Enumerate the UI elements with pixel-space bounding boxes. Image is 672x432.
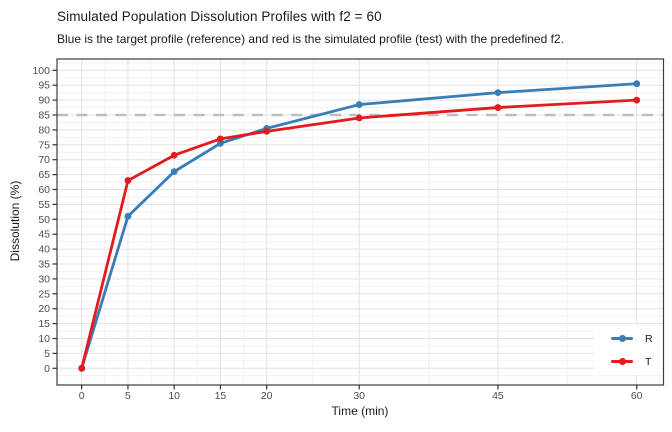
- y-tick-label: 25: [38, 288, 50, 300]
- y-tick-label: 35: [38, 259, 50, 271]
- y-axis-title: Dissolution (%): [8, 180, 22, 262]
- x-tick-label: 10: [168, 390, 180, 402]
- y-tick-label: 10: [38, 333, 50, 345]
- y-tick-label: 70: [38, 154, 50, 166]
- chart-subtitle: Blue is the target profile (reference) a…: [57, 32, 564, 46]
- y-tick-label: 85: [38, 110, 50, 122]
- x-tick-label: 0: [79, 390, 85, 402]
- y-tick-label: 75: [38, 139, 50, 151]
- series-points-t: [78, 96, 641, 372]
- grid-minor: [57, 59, 664, 385]
- y-tick-label: 30: [38, 273, 50, 285]
- y-tick-label: 60: [38, 184, 50, 196]
- x-tick-label: 60: [631, 390, 643, 402]
- legend-label-t: T: [645, 355, 652, 368]
- chart-title: Simulated Population Dissolution Profile…: [57, 9, 382, 24]
- legend-key-r: [611, 335, 633, 342]
- data-point-r: [355, 101, 363, 108]
- y-tick-label: 15: [38, 318, 50, 330]
- y-tick-label: 80: [38, 124, 50, 136]
- data-point-t: [124, 177, 132, 184]
- y-tick-label: 5: [44, 348, 50, 360]
- data-point-t: [355, 114, 363, 122]
- data-point-t: [263, 127, 271, 135]
- y-tick-label: 45: [38, 229, 50, 241]
- y-tick-label: 40: [38, 244, 50, 256]
- x-axis-ticks: 0 5 10 15 20 30 45 60: [79, 385, 643, 402]
- grid-major: [57, 59, 664, 385]
- y-tick-label: 20: [38, 303, 50, 315]
- data-point-r: [170, 168, 178, 176]
- x-axis-title: Time (min): [331, 404, 389, 418]
- x-tick-label: 20: [261, 390, 273, 402]
- x-tick-label: 5: [125, 390, 131, 402]
- y-tick-label: 95: [38, 80, 50, 92]
- data-point-t: [78, 364, 86, 372]
- legend-point-icon-t: [618, 358, 626, 365]
- legend-key-t: [611, 358, 633, 365]
- data-point-r: [633, 80, 641, 88]
- data-point-r: [494, 89, 502, 97]
- y-axis-ticks: 0 5 10 15 20 25 30 35 40 45 50 55 60 65 70 75 80 85 90 95 10…: [32, 65, 57, 375]
- x-tick-label: 45: [492, 390, 504, 402]
- y-tick-label: 90: [38, 95, 50, 107]
- legend-item-r: R: [594, 327, 662, 350]
- y-tick-label: 50: [38, 214, 50, 226]
- legend-label-r: R: [645, 332, 653, 345]
- data-point-t: [170, 151, 178, 159]
- legend-item-t: T: [594, 350, 662, 373]
- y-tick-label: 100: [32, 65, 50, 77]
- data-point-r: [124, 212, 132, 220]
- data-point-t: [217, 135, 224, 143]
- x-tick-label: 15: [215, 390, 227, 402]
- legend-point-icon-r: [618, 335, 626, 342]
- y-tick-label: 0: [44, 363, 50, 375]
- y-tick-label: 65: [38, 169, 50, 181]
- panel-border: [56, 58, 665, 386]
- series-line-t: [80, 98, 639, 370]
- legend: R T: [594, 325, 662, 375]
- x-tick-label: 30: [353, 390, 365, 402]
- y-tick-label: 55: [38, 199, 50, 211]
- data-point-t: [633, 96, 641, 104]
- data-point-t: [494, 104, 502, 111]
